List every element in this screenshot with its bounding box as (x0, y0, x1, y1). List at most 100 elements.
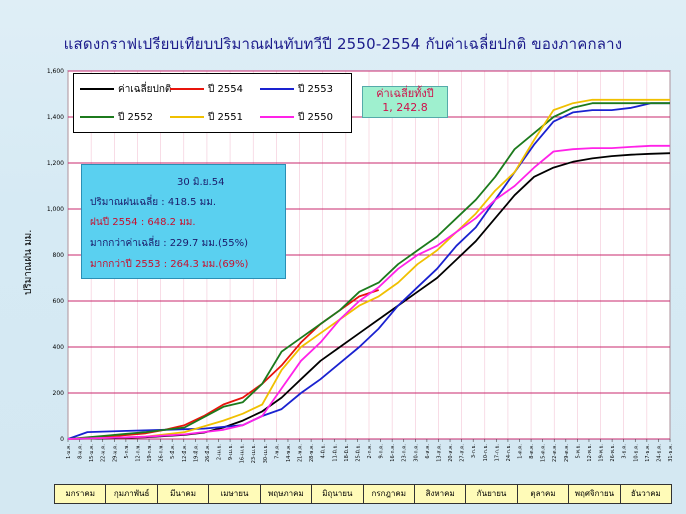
legend-swatch-y2553 (260, 88, 294, 90)
x-tick-label: 30-เม.ย. (263, 444, 269, 464)
legend-label-y2552: ปี 2552 (118, 112, 153, 123)
legend-swatch-y2552 (80, 116, 114, 118)
x-tick-label: 19-พ.ย. (599, 444, 605, 462)
x-tick-label: 1-ม.ค. (66, 444, 72, 459)
month-cell: ตุลาคม (518, 485, 570, 503)
info-avg-rain: ปริมาณฝนเฉลี่ย : 418.5 มม. (90, 197, 217, 208)
x-tick-label: 7-พ.ค. (274, 444, 280, 459)
y-tick-label: 0 (60, 436, 64, 443)
x-tick-label: 23-เม.ย. (251, 444, 257, 464)
month-cell: พฤศจิกายน (569, 485, 621, 503)
chart-title: แสดงกราฟเปรียบเทียบปริมาณฝนทับทวีปี 2550… (63, 35, 623, 53)
x-tick-label: 4-มิ.ย. (320, 444, 327, 459)
x-tick-label: 26-มี.ค. (204, 444, 211, 462)
x-tick-label: 29-ต.ค. (564, 444, 570, 462)
x-tick-label: 5-ก.พ. (124, 444, 130, 459)
x-tick-label: 9-เม.ย. (228, 444, 234, 461)
x-tick-label: 10-ก.ย. (483, 444, 489, 462)
series-line-y2553 (67, 102, 670, 440)
legend-label-avg: ค่าเฉลี่ยปกติ (118, 84, 172, 95)
x-tick-label: 6-ส.ค. (425, 444, 431, 459)
x-tick-label: 3-ธ.ค. (622, 444, 628, 459)
series-line-y2551 (67, 98, 670, 440)
x-tick-label: 5-พ.ย. (575, 444, 581, 459)
x-tick-label: 30-ก.ค. (413, 444, 419, 462)
x-tick-label: 2-ก.ค. (367, 444, 373, 459)
x-tick-label: 10-ธ.ค. (633, 444, 639, 462)
x-tick-label: 19-ก.พ. (147, 444, 153, 462)
x-tick-label: 15-ม.ค. (89, 444, 95, 462)
legend-swatch-y2550 (260, 116, 294, 118)
month-cell: ธันวาคม (630, 489, 661, 498)
x-tick-label: 22-ม.ค. (101, 444, 107, 462)
y-tick-label: 800 (53, 252, 65, 259)
month-cell: กุมภาพันธ์ (106, 485, 158, 503)
x-tick-label: 15-ต.ค. (541, 444, 547, 462)
x-tick-label: 2-เม.ย. (217, 444, 223, 461)
x-tick-label: 17-ก.ย. (494, 444, 500, 462)
x-tick-label: 22-ต.ค. (552, 444, 558, 462)
legend-swatch-avg (80, 88, 114, 90)
month-cell: สิงหาคม (415, 485, 467, 503)
x-tick-label: 26-พ.ย. (610, 444, 616, 462)
x-tick-label: 17-ธ.ค. (645, 444, 651, 462)
info-rain-2554: ฝนปี 2554 : 648.2 มม. (90, 217, 196, 228)
annual-average-label: ค่าเฉลี่ยทั้งปี (376, 87, 434, 100)
month-cell: มกราคม (55, 485, 107, 503)
month-cell: มีนาคม (158, 485, 210, 503)
month-bar: มกราคม กุมภาพันธ์ มีนาคม เมษายน พฤษภาคม มิถุน… (54, 484, 672, 504)
month-cell: พฤษภาคม (261, 485, 313, 503)
y-tick-label: 600 (53, 298, 65, 305)
y-axis-label-wrap: ปริมาณฝน มม. (17, 215, 37, 295)
legend-swatch-y2551 (170, 116, 204, 118)
x-tick-label: 24-ก.ย. (506, 444, 512, 462)
legend-label-y2551: ปี 2551 (208, 112, 243, 123)
x-tick-label: 29-ม.ค. (112, 444, 118, 462)
info-date: 30 มิ.ย.54 (177, 177, 225, 188)
y-tick-label: 200 (53, 390, 65, 397)
x-tick-label: 8-ม.ค. (78, 444, 84, 459)
x-tick-label: 9-ก.ค. (379, 444, 385, 459)
x-tick-label: 24-ธ.ค. (656, 444, 662, 462)
x-tick-label: 27-ส.ค. (460, 444, 466, 462)
x-tick-label: 12-ก.พ. (135, 444, 141, 462)
legend-label-y2550: ปี 2550 (298, 112, 333, 123)
x-tick-label: 13-ส.ค. (436, 444, 442, 462)
x-tick-label: 1-ต.ค. (518, 444, 524, 459)
legend-label-y2553: ปี 2553 (298, 84, 333, 95)
x-tick-label: 28-พ.ค. (309, 444, 315, 462)
x-tick-label: 8-ต.ค. (529, 444, 535, 459)
x-tick-label: 18-มิ.ย. (343, 444, 350, 462)
x-tick-label: 21-พ.ค. (298, 444, 304, 462)
month-cell: กันยายน (466, 485, 518, 503)
series-line-y2550 (67, 144, 670, 440)
y-tick-label: 1,600 (47, 68, 64, 75)
series-line-y2552 (67, 102, 670, 440)
y-tick-label: 1,000 (47, 206, 64, 213)
x-tick-label: 20-ส.ค. (448, 444, 454, 462)
y-tick-label: 1,200 (47, 160, 64, 167)
chart-series (67, 98, 671, 440)
chart-legend: ค่าเฉลี่ยปกติ ปี 2554 ปี 2553 ปี 2552 ปี 255… (73, 73, 352, 133)
x-tick-label: 26-ก.พ. (159, 444, 165, 462)
x-tick-label: 12-มี.ค. (181, 444, 188, 462)
info-box: 30 มิ.ย.54 ปริมาณฝนเฉลี่ย : 418.5 มม. ฝน… (81, 164, 286, 279)
month-cell: มิถุนายน (312, 485, 364, 503)
x-tick-label: 16-เม.ย. (240, 444, 246, 464)
legend-label-y2554: ปี 2554 (208, 84, 243, 95)
info-above-2553: มากกว่าปี 2553 : 264.3 มม.(69%) (90, 259, 249, 270)
info-above-avg: มากกว่าค่าเฉลี่ย : 229.7 มม.(55%) (90, 238, 248, 249)
annual-average-box: ค่าเฉลี่ยทั้งปี 1, 242.8 (362, 86, 448, 118)
y-axis-ticks: 0 200 400 600 800 1,000 1,200 1,400 1,600 (47, 68, 64, 443)
x-tick-label: 11-มิ.ย. (331, 444, 338, 462)
x-tick-label: 5-มี.ค. (169, 444, 176, 459)
legend-swatch-y2554 (170, 88, 204, 90)
x-axis-ticks: 1-ม.ค. 8-ม.ค. 15-ม.ค. 22-ม.ค. 29-ม.ค. 5-ก.พ. 1… (66, 439, 674, 463)
x-tick-label: 3-ก.ย. (471, 444, 477, 459)
x-tick-label: 19-มี.ค. (192, 444, 199, 462)
annual-average-value: 1, 242.8 (382, 101, 428, 114)
y-tick-label: 400 (53, 344, 65, 351)
x-tick-label: 14-พ.ค. (286, 444, 292, 462)
y-axis-label: ปริมาณฝน มม. (23, 230, 34, 295)
x-tick-label: 31-ธ.ค. (668, 444, 674, 462)
